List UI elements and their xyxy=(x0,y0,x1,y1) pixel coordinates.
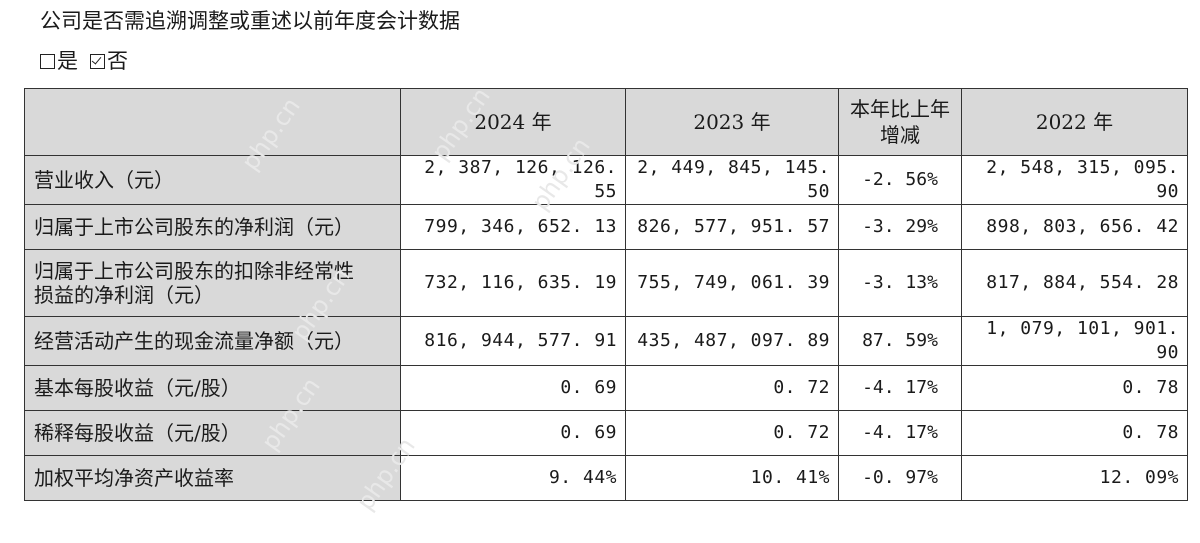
header-blank xyxy=(24,88,401,156)
header-2023: 2023 年 xyxy=(625,88,839,156)
row-label: 基本每股收益（元/股） xyxy=(24,365,401,411)
value-change: -3. 13% xyxy=(838,249,962,317)
value-2024: 0. 69 xyxy=(400,410,626,456)
value-2022: 2, 548, 315, 095. 90 xyxy=(961,155,1188,205)
row-label: 营业收入（元） xyxy=(24,155,401,205)
table-row: 基本每股收益（元/股） 0. 69 0. 72 -4. 17% 0. 78 xyxy=(24,365,1188,411)
table-row: 归属于上市公司股东的净利润（元） 799, 346, 652. 13 826, … xyxy=(24,204,1188,250)
value-2023: 826, 577, 951. 57 xyxy=(625,204,839,250)
value-2024: 2, 387, 126, 126. 55 xyxy=(400,155,626,205)
row-label: 稀释每股收益（元/股） xyxy=(24,410,401,456)
row-label: 加权平均净资产收益率 xyxy=(24,455,401,501)
value-change: -0. 97% xyxy=(838,455,962,501)
value-2023: 0. 72 xyxy=(625,410,839,456)
header-2024: 2024 年 xyxy=(400,88,626,156)
value-2024: 732, 116, 635. 19 xyxy=(400,249,626,317)
option-yes[interactable]: 是 xyxy=(40,46,78,76)
header-2022: 2022 年 xyxy=(961,88,1188,156)
header-change: 本年比上年 增减 xyxy=(838,88,962,156)
value-2023: 2, 449, 845, 145. 50 xyxy=(625,155,839,205)
disclosure-question: 公司是否需追溯调整或重述以前年度会计数据 xyxy=(40,9,460,33)
table-row: 营业收入（元） 2, 387, 126, 126. 55 2, 449, 845… xyxy=(24,155,1188,205)
value-change: -3. 29% xyxy=(838,204,962,250)
option-yes-label: 是 xyxy=(57,49,78,73)
value-2024: 0. 69 xyxy=(400,365,626,411)
row-label: 经营活动产生的现金流量净额（元） xyxy=(24,316,401,366)
unchecked-box-icon[interactable] xyxy=(40,53,55,69)
value-2022: 898, 803, 656. 42 xyxy=(961,204,1188,250)
value-change: -4. 17% xyxy=(838,365,962,411)
row-label-line1: 归属于上市公司股东的扣除非经常性 xyxy=(34,259,354,283)
value-2023: 10. 41% xyxy=(625,455,839,501)
table-row: 经营活动产生的现金流量净额（元） 816, 944, 577. 91 435, … xyxy=(24,316,1188,366)
value-2022: 817, 884, 554. 28 xyxy=(961,249,1188,317)
value-2024: 799, 346, 652. 13 xyxy=(400,204,626,250)
header-change-line2: 增减 xyxy=(880,123,920,147)
table-row: 稀释每股收益（元/股） 0. 69 0. 72 -4. 17% 0. 78 xyxy=(24,410,1188,456)
value-change: 87. 59% xyxy=(838,316,962,366)
checked-box-icon[interactable] xyxy=(90,53,105,69)
value-change: -4. 17% xyxy=(838,410,962,456)
value-2023: 435, 487, 097. 89 xyxy=(625,316,839,366)
value-2022: 0. 78 xyxy=(961,365,1188,411)
table-header-row: 2024 年 2023 年 本年比上年 增减 2022 年 xyxy=(24,88,1188,156)
table-row: 归属于上市公司股东的扣除非经常性 损益的净利润（元） 732, 116, 635… xyxy=(24,249,1188,317)
value-2022: 1, 079, 101, 901. 90 xyxy=(961,316,1188,366)
row-label: 归属于上市公司股东的净利润（元） xyxy=(24,204,401,250)
disclosure-answer: 是 否 xyxy=(40,46,140,76)
value-2022: 0. 78 xyxy=(961,410,1188,456)
row-label-line2: 损益的净利润（元） xyxy=(34,283,214,307)
value-2024: 816, 944, 577. 91 xyxy=(400,316,626,366)
header-change-line1: 本年比上年 xyxy=(850,97,950,121)
table-row: 加权平均净资产收益率 9. 44% 10. 41% -0. 97% 12. 09… xyxy=(24,455,1188,501)
value-2023: 755, 749, 061. 39 xyxy=(625,249,839,317)
option-no[interactable]: 否 xyxy=(90,46,128,76)
value-change: -2. 56% xyxy=(838,155,962,205)
option-no-label: 否 xyxy=(107,49,128,73)
financial-data-table: 2024 年 2023 年 本年比上年 增减 2022 年 营业收入（元） 2,… xyxy=(24,88,1188,501)
row-label: 归属于上市公司股东的扣除非经常性 损益的净利润（元） xyxy=(24,249,401,317)
value-2024: 9. 44% xyxy=(400,455,626,501)
value-2022: 12. 09% xyxy=(961,455,1188,501)
value-2023: 0. 72 xyxy=(625,365,839,411)
